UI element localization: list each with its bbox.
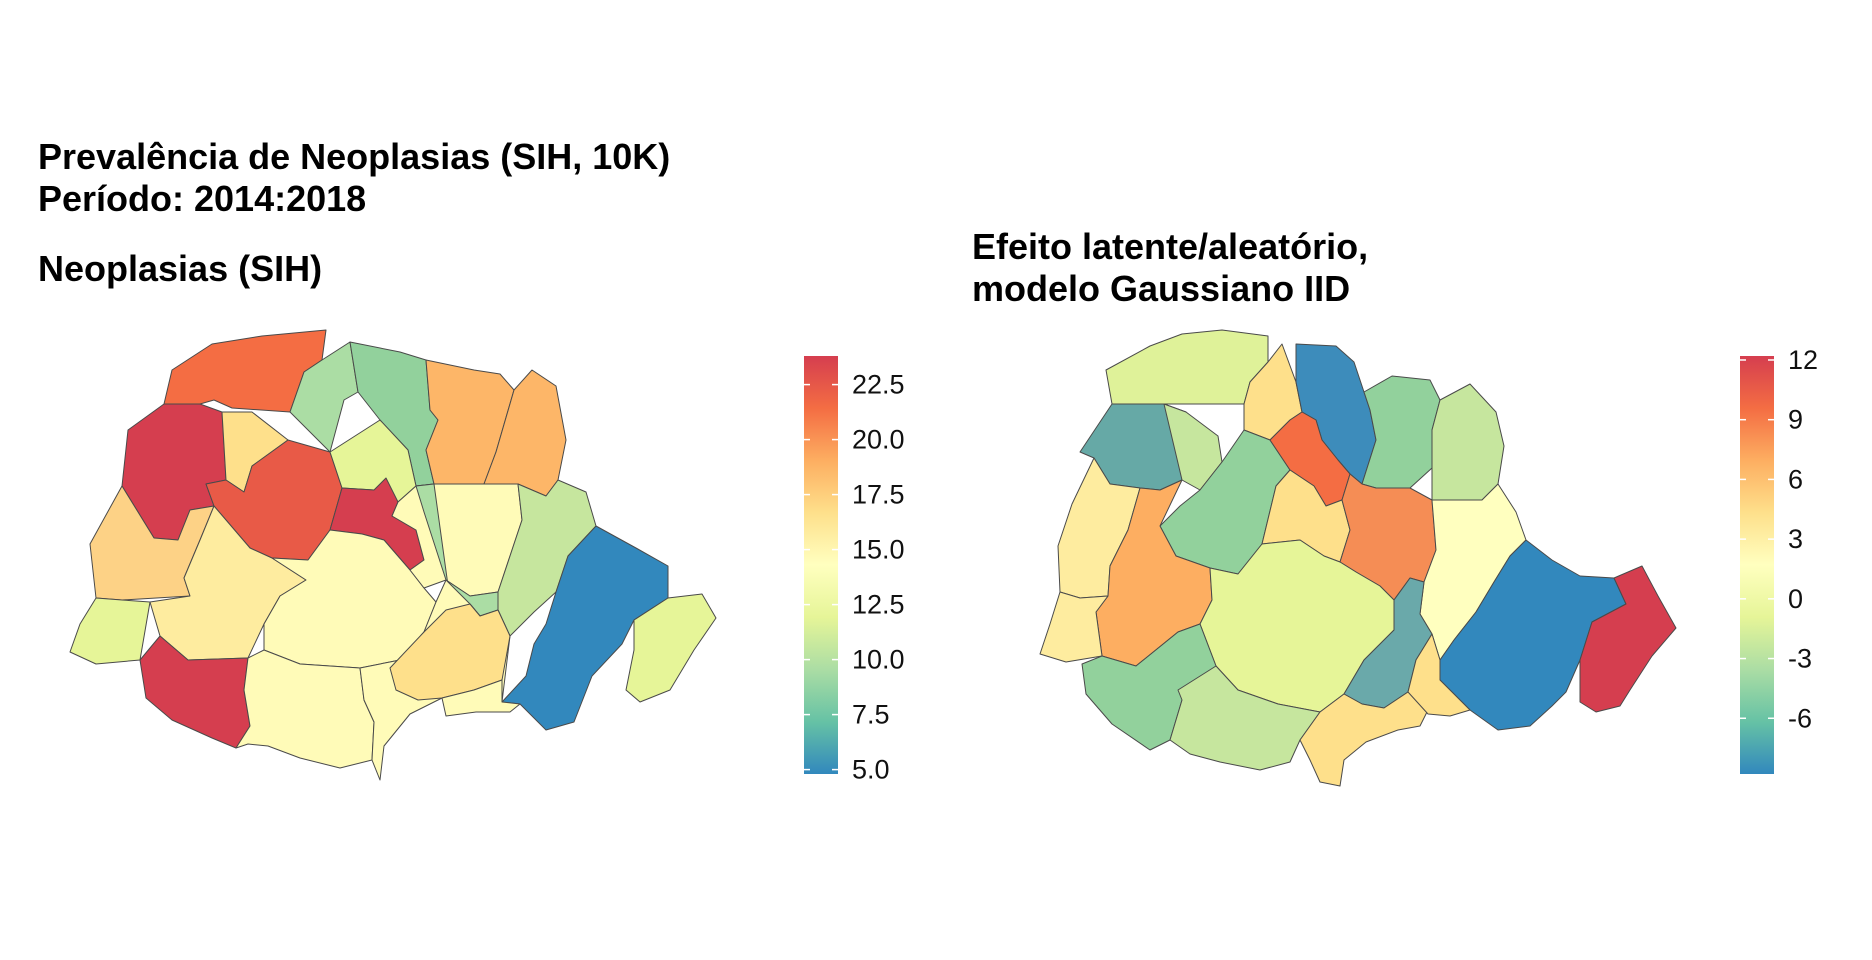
left-legend-tick-label: 20.0 xyxy=(852,425,905,455)
right-legend-tick-label: 12 xyxy=(1788,345,1818,375)
left-region-e3 xyxy=(501,525,669,731)
right-region-coast xyxy=(1579,565,1677,713)
right-legend-tick-label: -6 xyxy=(1788,703,1812,733)
left-region-s5 xyxy=(441,679,521,717)
left-legend-tick-label: 12.5 xyxy=(852,590,905,620)
right-legend-tick-label: 6 xyxy=(1788,464,1803,494)
left-region-s4 xyxy=(389,603,511,701)
right-map-title: Efeito latente/aleatório, modelo Gaussia… xyxy=(972,226,1368,310)
left-region-sw3 xyxy=(69,597,151,665)
left-legend-tick-label: 17.5 xyxy=(852,480,905,510)
figure-title-line2: Período: 2014:2018 xyxy=(38,178,367,219)
right-region-nw xyxy=(1105,329,1269,405)
left-legend-tick-label: 7.5 xyxy=(852,700,890,730)
left-legend-tick-label: 15.0 xyxy=(852,535,905,565)
figure-title: Prevalência de Neoplasias (SIH, 10K) Per… xyxy=(38,136,670,220)
right-region-s2 xyxy=(1169,665,1321,771)
left-region-s2 xyxy=(235,649,375,769)
left-region-coast xyxy=(625,593,717,703)
right-legend-tick-label: 0 xyxy=(1788,584,1803,614)
right-legend-colorbar xyxy=(1740,356,1774,774)
right-region-s3 xyxy=(1299,691,1431,787)
right-map-title-line1: Efeito latente/aleatório, xyxy=(972,226,1369,267)
right-region-s4 xyxy=(1407,633,1471,717)
left-map-title: Neoplasias (SIH) xyxy=(38,248,323,289)
right-region-ne xyxy=(1431,383,1505,501)
right-legend-tick-label: -3 xyxy=(1788,644,1812,674)
right-region-sw3 xyxy=(1039,591,1109,663)
left-legend-colorbar xyxy=(804,356,838,774)
left-legend-tick-label: 5.0 xyxy=(852,755,890,785)
left-legend-tick-label: 10.0 xyxy=(852,645,905,675)
right-map xyxy=(1039,329,1677,787)
right-map-title-line2: modelo Gaussiano IID xyxy=(972,268,1351,309)
right-region-n3 xyxy=(1361,375,1441,489)
left-region-nw xyxy=(163,329,327,413)
right-legend-tick-label: 9 xyxy=(1788,405,1803,435)
left-map xyxy=(69,329,717,781)
left-region-e1 xyxy=(497,479,597,637)
right-legend-tick-label: 3 xyxy=(1788,524,1803,554)
right-legend: -6 -3 0 3 6 9 12 xyxy=(1740,345,1818,774)
left-legend: 5.0 7.5 10.0 12.5 15.0 17.5 20.0 22.5 xyxy=(804,356,905,785)
left-legend-tick-label: 22.5 xyxy=(852,370,905,400)
figure-title-line1: Prevalência de Neoplasias (SIH, 10K) xyxy=(38,136,671,177)
